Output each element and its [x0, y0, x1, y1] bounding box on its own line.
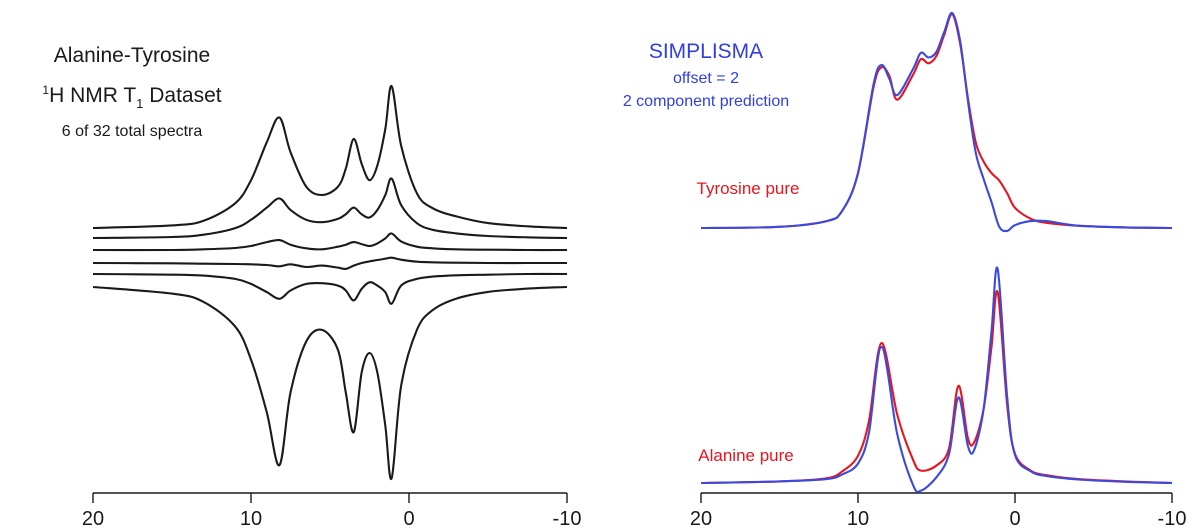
left-series-line-5: [92, 285, 568, 480]
right-tick-label-3: -10: [1158, 508, 1187, 530]
left-chart-note: 6 of 32 total spectra: [62, 123, 203, 140]
left-tick-label-3: -10: [553, 508, 582, 530]
right-tick-label-2: 0: [1009, 508, 1020, 530]
right-chart-title: SIMPLISMA: [649, 40, 763, 63]
right-chart-subtitle-1: offset = 2: [673, 70, 739, 87]
left-series-line-1: [92, 177, 568, 240]
left-tick-label-2: 0: [403, 508, 414, 530]
left-tick-label-1: 10: [240, 508, 262, 530]
left-series-line-0: [92, 85, 568, 230]
alanine-label: Alanine pure: [698, 446, 793, 465]
right-tick-label-1: 10: [847, 508, 869, 530]
left-subtitle-sub: 1: [136, 96, 143, 111]
left-chart-title: Alanine-Tyrosine: [54, 44, 210, 67]
right-tick-label-0: 20: [690, 508, 712, 530]
left-subtitle-main: H NMR T: [49, 84, 136, 107]
left-tick-label-0: 20: [82, 508, 104, 530]
right-panel-0-series-blue: [700, 11, 1173, 233]
left-subtitle-sup: 1: [42, 83, 49, 97]
right-chart-subtitle-2: 2 component prediction: [623, 93, 789, 110]
left-series-line-3: [92, 256, 567, 271]
left-series-line-2: [92, 232, 568, 252]
left-chart-subtitle: 1H NMR T1 Dataset: [42, 83, 221, 111]
tyrosine-label: Tyrosine pure: [697, 179, 800, 198]
left-subtitle-suffix: Dataset: [143, 84, 221, 107]
right-panel-1-series-blue: [700, 266, 1173, 494]
left-series-line-4: [92, 272, 568, 305]
plot-layer: 20 10 0 -10 20 10 0 -10: [82, 11, 1187, 530]
